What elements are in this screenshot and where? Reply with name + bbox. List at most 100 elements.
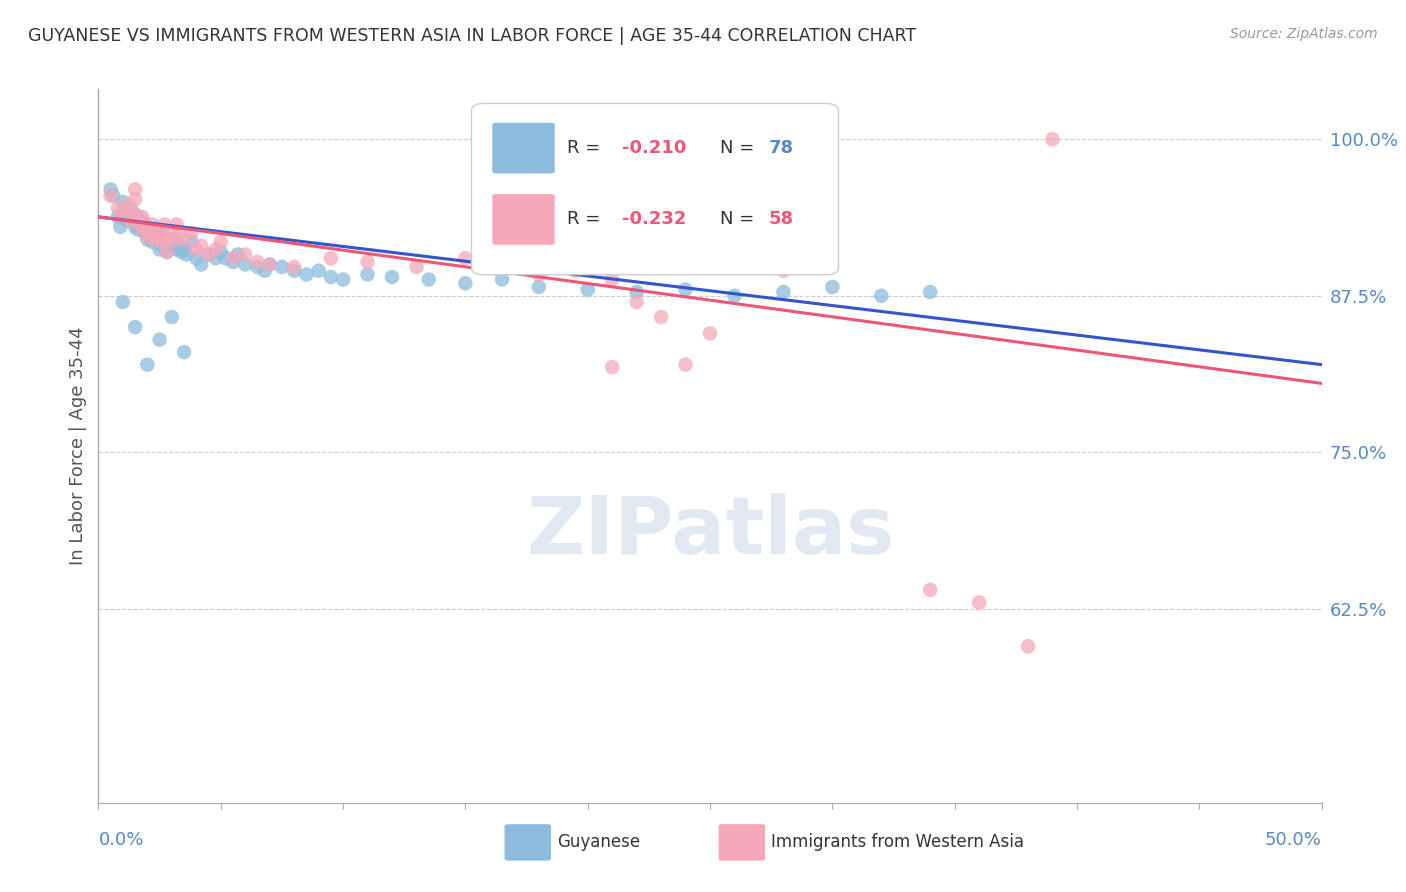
Point: [156, 232, 179, 246]
Point: [131, 210, 153, 224]
Point: [576, 283, 599, 297]
Text: ZIPatlas: ZIPatlas: [526, 492, 894, 571]
Point: [527, 268, 550, 282]
Point: [418, 272, 440, 286]
Point: [136, 219, 159, 234]
Point: [127, 213, 149, 227]
Point: [253, 264, 276, 278]
Point: [180, 226, 202, 240]
Point: [259, 257, 281, 271]
Point: [233, 247, 256, 261]
Point: [491, 272, 513, 286]
Point: [111, 194, 134, 209]
Point: [222, 251, 245, 265]
Point: [131, 222, 153, 236]
Point: [153, 218, 176, 232]
Point: [149, 333, 172, 347]
Point: [129, 219, 152, 234]
Point: [356, 268, 378, 282]
Point: [772, 264, 794, 278]
Point: [870, 289, 893, 303]
Point: [600, 272, 623, 286]
Text: 58: 58: [769, 211, 794, 228]
Point: [160, 226, 183, 240]
Text: Guyanese: Guyanese: [557, 833, 640, 851]
Point: [156, 244, 179, 259]
Point: [246, 255, 269, 269]
Point: [173, 345, 195, 359]
Point: [163, 232, 186, 246]
Point: [564, 264, 586, 278]
Point: [723, 289, 745, 303]
Point: [454, 277, 477, 291]
Point: [166, 243, 188, 257]
Point: [166, 235, 188, 249]
Point: [205, 243, 228, 257]
Point: [110, 219, 132, 234]
Point: [160, 310, 183, 324]
FancyBboxPatch shape: [718, 824, 765, 861]
Text: 0.0%: 0.0%: [98, 831, 143, 849]
Point: [967, 595, 990, 609]
Point: [149, 230, 172, 244]
Point: [136, 358, 159, 372]
Point: [127, 222, 149, 236]
Point: [405, 260, 427, 274]
Point: [143, 222, 166, 236]
Point: [100, 188, 122, 202]
Point: [166, 218, 188, 232]
Point: [107, 210, 129, 224]
Point: [226, 247, 249, 261]
Point: [117, 213, 139, 227]
Point: [150, 235, 173, 249]
Point: [149, 235, 172, 249]
Point: [283, 260, 305, 274]
Point: [131, 222, 153, 236]
Text: Source: ZipAtlas.com: Source: ZipAtlas.com: [1230, 27, 1378, 41]
Point: [136, 230, 159, 244]
FancyBboxPatch shape: [505, 824, 551, 861]
Point: [129, 218, 152, 232]
FancyBboxPatch shape: [471, 103, 838, 275]
Point: [124, 219, 146, 234]
Text: -0.210: -0.210: [621, 139, 686, 157]
Point: [160, 232, 183, 246]
Point: [319, 251, 342, 265]
Point: [124, 193, 146, 207]
Point: [190, 257, 212, 271]
Point: [121, 205, 143, 219]
Point: [308, 264, 330, 278]
Point: [270, 260, 294, 274]
Point: [233, 257, 256, 271]
Text: 50.0%: 50.0%: [1265, 831, 1322, 849]
Point: [136, 219, 159, 234]
Point: [167, 238, 190, 252]
Point: [131, 213, 153, 227]
Point: [139, 226, 162, 240]
Point: [111, 207, 134, 221]
Point: [821, 280, 844, 294]
Point: [332, 272, 354, 286]
Text: 78: 78: [769, 139, 794, 157]
Text: Immigrants from Western Asia: Immigrants from Western Asia: [772, 833, 1024, 851]
Point: [101, 188, 124, 202]
Point: [150, 226, 173, 240]
Point: [222, 255, 245, 269]
Point: [920, 582, 942, 597]
Point: [176, 247, 198, 261]
Point: [283, 264, 305, 278]
Point: [111, 207, 134, 221]
Point: [134, 218, 156, 232]
Point: [100, 182, 122, 196]
Text: N =: N =: [720, 211, 759, 228]
Point: [246, 260, 269, 274]
Point: [675, 358, 697, 372]
Point: [146, 222, 169, 236]
Point: [180, 235, 202, 249]
Point: [356, 255, 378, 269]
Point: [153, 232, 176, 246]
Point: [167, 226, 190, 240]
Point: [527, 280, 550, 294]
Point: [1017, 640, 1039, 654]
Point: [141, 218, 163, 232]
